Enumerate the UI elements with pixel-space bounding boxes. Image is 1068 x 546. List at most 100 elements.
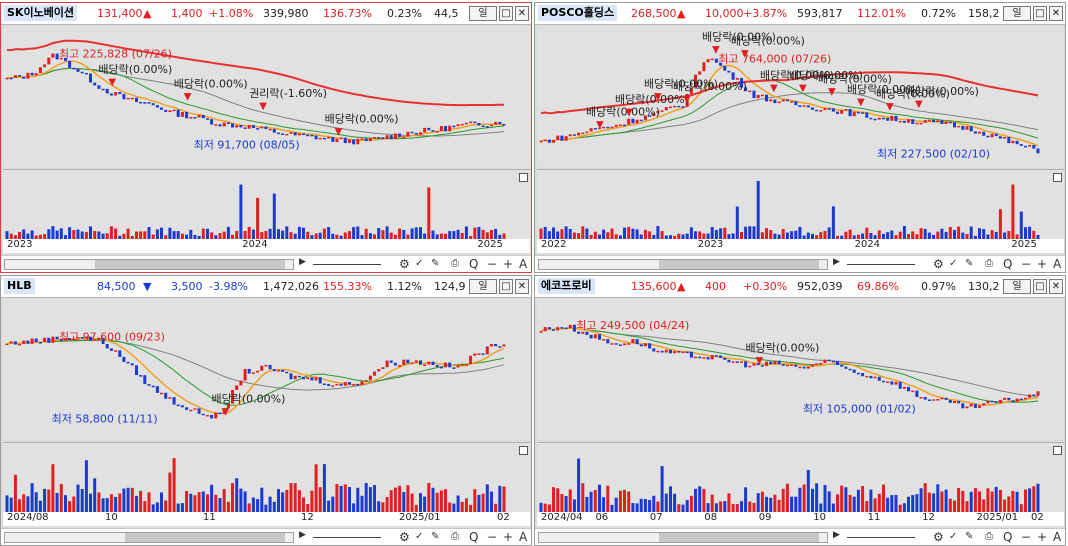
close-icon[interactable]: ✕ [515, 279, 529, 294]
volume-chart-area[interactable] [3, 442, 530, 513]
chart-panel[interactable]: SK이노베이션 131,400 ▲ 1,400 +1.08% 339,980 1… [0, 2, 532, 273]
volume-bar [64, 495, 67, 513]
chart-panel[interactable]: 에코프로비 135,600 ▲ 400 +0.30% 952,039 69.86… [534, 275, 1066, 546]
plus-icon[interactable]: + [503, 530, 514, 544]
close-icon[interactable]: ✕ [515, 6, 529, 21]
scrollbar-thumb[interactable] [95, 260, 285, 269]
scrollbar-thumb[interactable] [125, 533, 285, 542]
period-button[interactable]: 일 [469, 6, 497, 21]
volume-bar [777, 499, 781, 513]
volume-bar [101, 498, 105, 513]
stock-name[interactable]: 에코프로비 [538, 278, 595, 294]
chart-scrollbar[interactable] [538, 259, 828, 270]
draw-icon[interactable]: ✎ [431, 531, 440, 542]
crosshair-icon[interactable]: ✓ [415, 531, 424, 542]
period-button[interactable]: 일 [1003, 6, 1031, 21]
plus-icon[interactable]: + [1037, 530, 1048, 544]
price-chart-area[interactable]: 최고 225,828 (07/26) 최저 91,700 (08/05) 배당락(0… [3, 26, 530, 167]
period-button[interactable]: 일 [1003, 279, 1031, 294]
print-icon[interactable]: ⎙ [985, 258, 993, 269]
draw-icon[interactable]: ✎ [965, 258, 974, 269]
candle [973, 131, 977, 134]
maximize-icon[interactable]: □ [1033, 6, 1047, 21]
volume-panel-toggle-icon[interactable] [519, 173, 528, 182]
volume-bar [585, 496, 589, 513]
close-icon[interactable]: ✕ [1049, 279, 1063, 294]
crosshair-icon[interactable]: ✓ [949, 531, 958, 542]
volume-bar [331, 496, 335, 513]
maximize-icon[interactable]: □ [499, 6, 513, 21]
volume-bar [160, 227, 163, 240]
play-icon[interactable]: ▶ [299, 257, 306, 267]
chart-scrollbar[interactable] [538, 532, 828, 543]
candle [393, 133, 397, 139]
candle [423, 127, 427, 133]
zoom-icon[interactable]: Q [1003, 257, 1013, 271]
maximize-icon[interactable]: □ [1033, 279, 1047, 294]
close-icon[interactable]: ✕ [1049, 6, 1063, 21]
minus-icon[interactable]: − [1021, 530, 1032, 544]
candle [235, 125, 239, 128]
stock-name[interactable]: SK이노베이션 [4, 5, 78, 21]
plus-icon[interactable]: + [503, 257, 514, 271]
minus-icon[interactable]: − [487, 257, 498, 271]
candle [886, 381, 890, 383]
text-a-icon[interactable]: A [1053, 257, 1062, 271]
print-icon[interactable]: ⎙ [451, 531, 459, 542]
text-a-icon[interactable]: A [519, 257, 528, 271]
chart-panel[interactable]: HLB 84,500 ▼ 3,500 -3.98% 1,472,026 155.… [0, 275, 532, 546]
price-chart-area[interactable]: 최고 764,000 (07/26) 최저 227,500 (02/10) 배당락(… [537, 26, 1064, 167]
play-icon[interactable]: ▶ [833, 257, 840, 267]
draw-icon[interactable]: ✎ [431, 258, 440, 269]
crosshair-icon[interactable]: ✓ [415, 258, 424, 269]
minus-icon[interactable]: − [487, 530, 498, 544]
candle [381, 137, 385, 139]
candle [373, 137, 376, 139]
chart-tools-icon[interactable]: ⚙ [399, 530, 410, 544]
stock-name[interactable]: HLB [4, 278, 35, 294]
scrollbar-thumb[interactable] [659, 533, 819, 542]
stock-name[interactable]: POSCO홀딩스 [538, 5, 618, 21]
candle [55, 53, 59, 60]
price-chart-area[interactable]: 최고 97,600 (09/23) 최저 58,800 (11/11) 배당락(0.… [3, 299, 530, 440]
price-chart-area[interactable]: 최고 249,500 (04/24) 최저 105,000 (01/02) 배당락(… [537, 299, 1064, 440]
volume-chart-area[interactable] [537, 169, 1064, 240]
chart-tools-icon[interactable]: ⚙ [933, 530, 944, 544]
play-icon[interactable]: ▶ [299, 530, 306, 540]
period-button[interactable]: 일 [469, 279, 497, 294]
zoom-icon[interactable]: Q [469, 530, 479, 544]
chart-scrollbar[interactable] [4, 259, 294, 270]
volume-panel-toggle-icon[interactable] [1053, 446, 1062, 455]
chart-tools-icon[interactable]: ⚙ [399, 257, 410, 271]
volume-bar [806, 469, 810, 513]
chart-tools-icon[interactable]: ⚙ [933, 257, 944, 271]
chart-scrollbar[interactable] [4, 532, 294, 543]
plus-icon[interactable]: + [1037, 257, 1048, 271]
zoom-icon[interactable]: Q [1003, 530, 1013, 544]
zoom-icon[interactable]: Q [469, 257, 479, 271]
current-price: 131,400 [97, 7, 143, 20]
crosshair-icon[interactable]: ✓ [949, 258, 958, 269]
candle [740, 361, 743, 363]
maximize-icon[interactable]: □ [499, 279, 513, 294]
zoom-slider[interactable] [313, 264, 381, 266]
volume-chart-area[interactable] [537, 442, 1064, 513]
zoom-slider[interactable] [847, 537, 915, 539]
print-icon[interactable]: ⎙ [985, 531, 993, 542]
zoom-slider[interactable] [313, 537, 381, 539]
volume-bar [635, 503, 639, 513]
minus-icon[interactable]: − [1021, 257, 1032, 271]
volume-panel-toggle-icon[interactable] [1053, 173, 1062, 182]
volume-chart-area[interactable] [3, 169, 530, 240]
text-a-icon[interactable]: A [519, 530, 528, 544]
scrollbar-thumb[interactable] [659, 260, 819, 269]
text-a-icon[interactable]: A [1053, 530, 1062, 544]
chart-panel[interactable]: POSCO홀딩스 268,500 ▲ 10,000 +3.87% 593,817… [534, 2, 1066, 273]
play-icon[interactable]: ▶ [833, 530, 840, 540]
zoom-slider[interactable] [847, 264, 915, 266]
volume-panel-toggle-icon[interactable] [519, 446, 528, 455]
candle [360, 381, 364, 385]
print-icon[interactable]: ⎙ [451, 258, 459, 269]
draw-icon[interactable]: ✎ [965, 531, 974, 542]
volume-bar [30, 230, 34, 240]
